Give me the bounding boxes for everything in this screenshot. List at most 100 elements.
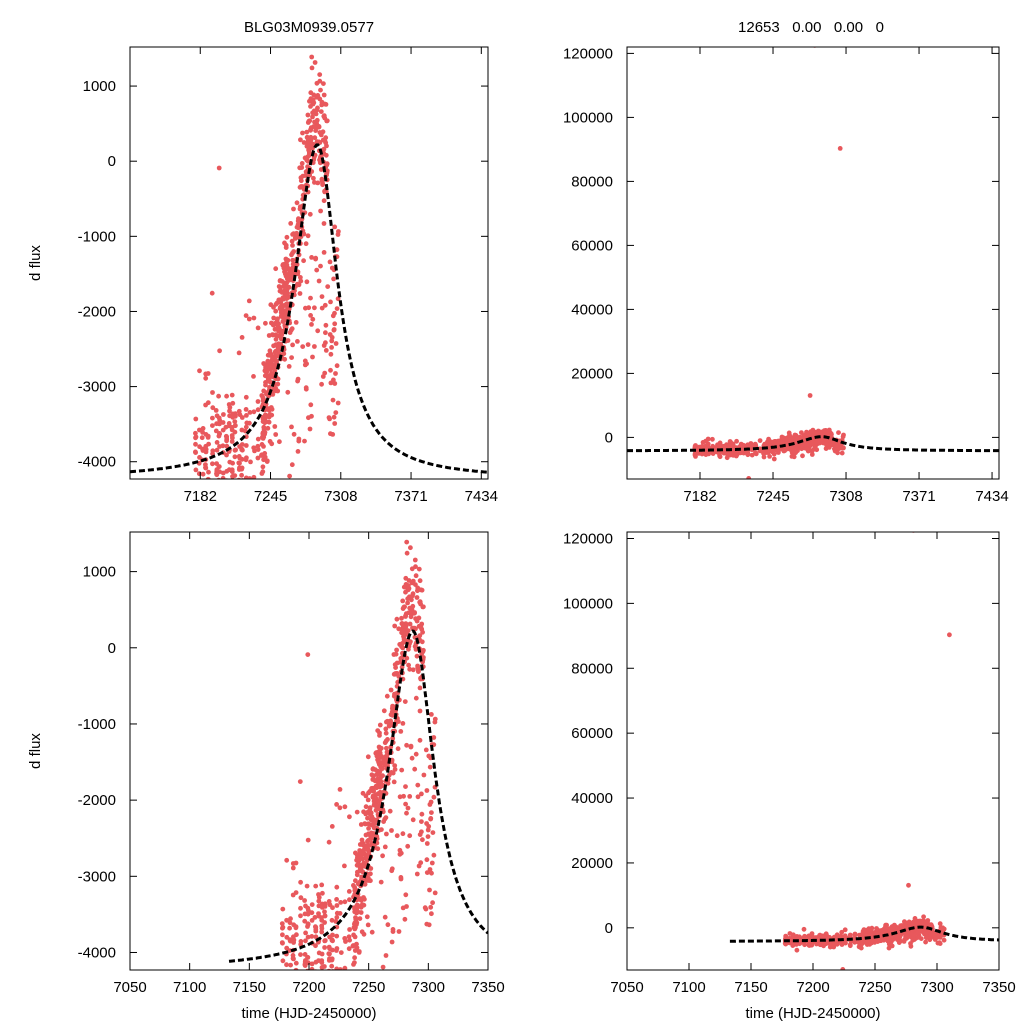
- data-point: [705, 441, 711, 447]
- data-point: [366, 826, 371, 831]
- model-curve: [228, 629, 488, 963]
- data-point: [291, 206, 296, 212]
- data-point: [334, 948, 339, 953]
- data-point: [318, 263, 323, 269]
- data-point: [296, 282, 302, 288]
- data-point: [311, 175, 316, 181]
- data-point: [251, 480, 256, 485]
- data-point: [299, 971, 304, 976]
- data-point: [322, 938, 328, 944]
- data-point: [337, 787, 343, 792]
- x-tick-label: 7300: [920, 979, 953, 996]
- data-point: [276, 325, 282, 331]
- data-point: [325, 284, 331, 289]
- data-point: [252, 480, 257, 485]
- data-point: [431, 735, 437, 740]
- data-point: [287, 920, 293, 926]
- data-point: [365, 922, 371, 928]
- data-point: [217, 480, 222, 485]
- data-point: [193, 441, 198, 447]
- data-point: [255, 407, 261, 413]
- data-point: [365, 797, 371, 803]
- data-point: [749, 452, 755, 458]
- data-point: [273, 266, 279, 272]
- data-point: [260, 464, 266, 470]
- data-point: [236, 350, 242, 356]
- data-point: [397, 642, 403, 647]
- data-point: [314, 267, 320, 273]
- data-point: [384, 831, 389, 837]
- data-point: [329, 963, 335, 969]
- data-point: [427, 764, 433, 770]
- data-point: [338, 900, 344, 905]
- data-point: [298, 905, 303, 911]
- data-point: [255, 325, 261, 331]
- data-point: [304, 279, 310, 285]
- data-point: [294, 200, 300, 206]
- data-point: [248, 459, 253, 465]
- data-point: [261, 457, 266, 463]
- data-point: [792, 450, 798, 455]
- data-point: [358, 852, 364, 858]
- data-point: [364, 914, 370, 920]
- model-curve: [130, 143, 488, 474]
- data-point: [892, 922, 897, 928]
- data-point: [287, 529, 292, 534]
- data-point: [390, 929, 396, 934]
- data-point: [280, 924, 286, 930]
- data-point: [295, 339, 300, 344]
- data-point: [243, 394, 249, 400]
- data-point: [321, 250, 327, 255]
- data-point: [203, 465, 209, 471]
- data-point: [280, 906, 286, 912]
- data-point: [410, 667, 416, 673]
- data-point: [305, 911, 311, 917]
- data-point: [264, 459, 270, 464]
- y-tick-label: -4000: [78, 944, 116, 961]
- data-point: [285, 265, 291, 271]
- data-point: [428, 904, 434, 910]
- data-point: [372, 767, 378, 772]
- data-point: [409, 755, 415, 761]
- data-point: [313, 924, 319, 930]
- data-point: [310, 354, 315, 360]
- data-point: [270, 332, 275, 337]
- data-point: [400, 598, 406, 604]
- data-point: [270, 374, 276, 380]
- data-point: [323, 971, 328, 976]
- data-point: [415, 794, 421, 800]
- data-points: [782, 532, 952, 970]
- x-tick-label: 7300: [412, 979, 445, 996]
- data-point: [406, 610, 412, 615]
- data-point: [299, 161, 305, 166]
- data-point: [289, 462, 295, 468]
- data-point: [383, 996, 388, 1001]
- data-point: [366, 831, 371, 837]
- data-point: [852, 931, 858, 937]
- data-point: [404, 550, 410, 556]
- data-point: [312, 135, 318, 141]
- data-point: [771, 456, 777, 462]
- data-point: [398, 729, 404, 734]
- data-point: [290, 243, 295, 248]
- data-point: [328, 380, 334, 386]
- data-point: [734, 438, 739, 444]
- data-point: [334, 924, 340, 930]
- x-tick-label: 7350: [471, 979, 504, 996]
- data-point: [260, 419, 266, 424]
- x-tick-label: 7371: [902, 488, 935, 505]
- data-point: [273, 432, 279, 437]
- data-point: [373, 807, 379, 813]
- data-point: [194, 480, 199, 485]
- data-point: [262, 451, 268, 456]
- data-point: [414, 871, 420, 877]
- data-point: [347, 897, 352, 903]
- data-point: [216, 464, 222, 469]
- data-point: [397, 794, 403, 800]
- data-point: [224, 480, 229, 485]
- data-point: [375, 846, 381, 852]
- data-point: [314, 970, 319, 975]
- data-point: [352, 921, 357, 927]
- x-tick-label: 7150: [233, 979, 266, 996]
- data-point: [842, 927, 848, 933]
